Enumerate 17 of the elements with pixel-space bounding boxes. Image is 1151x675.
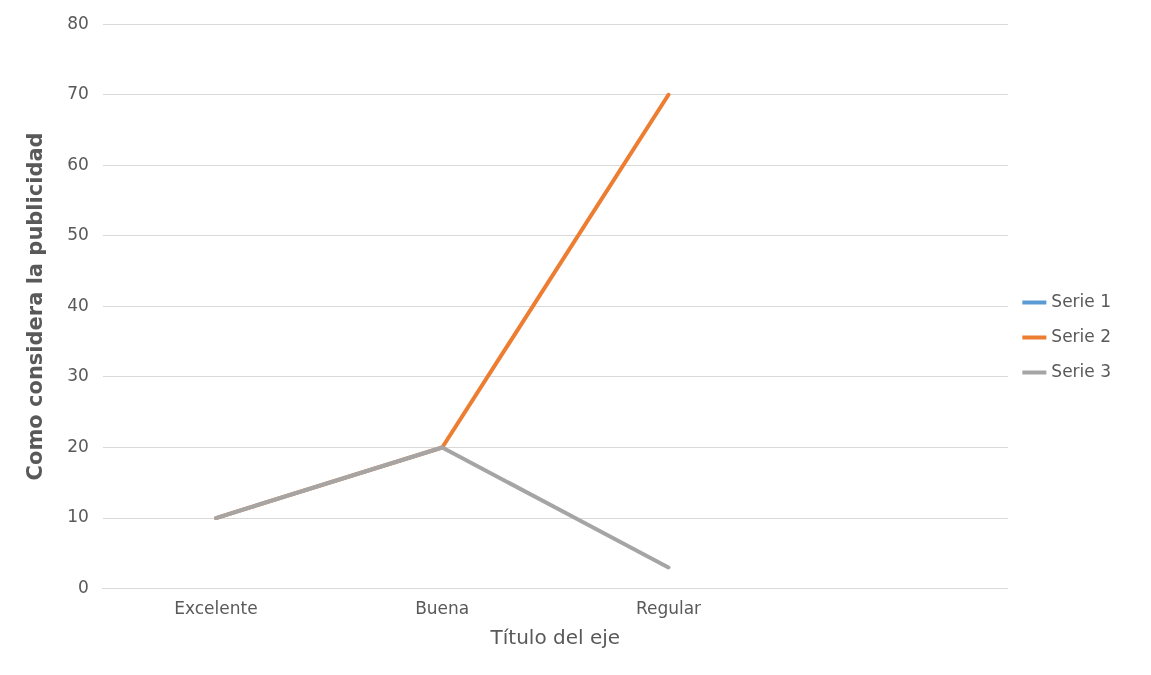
y-tick-label: 30: [67, 365, 89, 386]
legend-label: Serie 1: [1051, 290, 1112, 311]
y-tick-label: 20: [67, 435, 89, 456]
y-tick-label: 70: [67, 83, 89, 104]
legend-label: Serie 2: [1051, 325, 1112, 346]
y-tick-label: 80: [67, 12, 89, 33]
y-tick-label: 50: [67, 224, 89, 245]
x-tick-label: Regular: [635, 598, 702, 619]
y-tick-label: 40: [67, 294, 89, 315]
legend-label: Serie 3: [1051, 360, 1112, 381]
y-tick-label: 10: [67, 506, 89, 527]
x-tick-label: Buena: [415, 598, 470, 619]
y-tick-label: 60: [67, 153, 89, 174]
x-tick-label: Excelente: [174, 598, 258, 619]
y-tick-label: 0: [78, 577, 89, 598]
y-axis-title: Como considera la publicidad: [23, 132, 48, 481]
x-axis-title: Título del eje: [489, 625, 621, 650]
